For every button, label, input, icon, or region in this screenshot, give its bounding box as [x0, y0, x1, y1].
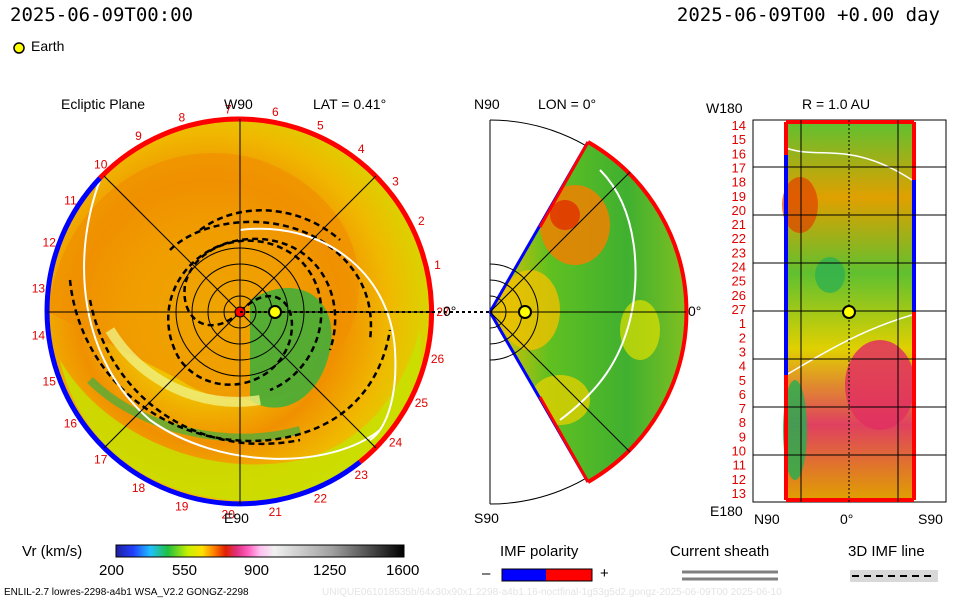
synoptic-y-label: 20 [732, 203, 746, 218]
imf-minus-label: – [482, 565, 491, 582]
carrington-label: 11 [64, 193, 77, 207]
synoptic-bottom-left-label: E180 [710, 503, 743, 519]
meridional-lon-label: LON = 0° [538, 96, 597, 112]
synoptic-y-label: 22 [732, 231, 746, 246]
synoptic-y-label: 11 [733, 458, 747, 473]
synoptic-panel: 1415161718192021222324252627123456789101… [732, 118, 947, 503]
earth-marker-synoptic [842, 305, 856, 319]
carrington-label: 10 [94, 157, 108, 171]
carrington-label: 19 [175, 500, 189, 514]
carrington-label: 27 [436, 305, 450, 319]
earth-marker-ecliptic [268, 305, 282, 319]
carrington-label: 8 [178, 111, 185, 125]
colorbar-tick-1250: 1250 [313, 562, 347, 579]
earth-legend-icon [13, 42, 25, 54]
ecliptic-side-label: 0° [443, 303, 457, 319]
ecliptic-lat-label: LAT = 0.41° [313, 96, 387, 112]
synoptic-y-label: 24 [732, 260, 746, 275]
carrington-label: 12 [43, 236, 57, 250]
synoptic-y-label: 19 [732, 189, 746, 204]
meridional-top-label: N90 [474, 96, 500, 112]
synoptic-top-left-label: W180 [706, 100, 743, 116]
ecliptic-bottom-label: E90 [224, 510, 249, 526]
synoptic-y-label: 7 [739, 401, 746, 416]
carrington-label: 21 [269, 505, 283, 519]
synoptic-r-label: R = 1.0 AU [802, 96, 871, 112]
ecliptic-title: Ecliptic Plane [61, 96, 146, 112]
synoptic-y-label: 2 [739, 330, 746, 345]
imf-polarity-title: IMF polarity [500, 543, 579, 560]
timestamp-left: 2025-06-09T00:00 [10, 4, 194, 26]
meridional-bottom-label: S90 [474, 510, 499, 526]
carrington-label: 26 [431, 352, 445, 366]
synoptic-y-label: 21 [732, 217, 746, 232]
synoptic-y-label: 15 [732, 132, 746, 147]
carrington-label: 23 [355, 468, 369, 482]
synoptic-y-label: 23 [732, 245, 746, 260]
carrington-label: 5 [317, 119, 324, 133]
carrington-label: 22 [314, 491, 328, 505]
colorbar-tick-550: 550 [172, 562, 198, 579]
carrington-label: 25 [415, 396, 429, 410]
model-footer: ENLIL-2.7 lowres-2298-a4b1 WSA_V2.2 GONG… [4, 587, 249, 598]
carrington-label: 4 [358, 142, 365, 156]
synoptic-y-label: 14 [732, 118, 746, 133]
earth-marker-meridional [518, 305, 532, 319]
earth-legend-label: Earth [31, 38, 65, 54]
faint-footer: UNIQUE061018535b/64x30x90x1.2298-a4b1.16… [322, 587, 782, 598]
synoptic-x-label-s90: S90 [918, 511, 943, 527]
current-sheath-title: Current sheath [670, 543, 770, 560]
synoptic-y-label: 25 [732, 274, 746, 289]
synoptic-y-label: 8 [739, 415, 746, 430]
ecliptic-top-label: W90 [224, 96, 253, 112]
synoptic-y-label: 18 [732, 175, 746, 190]
carrington-label: 6 [272, 105, 279, 119]
synoptic-y-label: 27 [732, 302, 746, 317]
synoptic-x-label-n90: N90 [754, 511, 780, 527]
synoptic-y-label: 6 [739, 387, 746, 402]
synoptic-y-label: 4 [739, 359, 746, 374]
carrington-label: 18 [132, 481, 146, 495]
colorbar [115, 544, 405, 558]
synoptic-y-label: 12 [732, 472, 746, 487]
synoptic-x-label-0: 0° [840, 511, 854, 527]
colorbar-tick-200: 200 [99, 562, 125, 579]
carrington-label: 24 [389, 436, 403, 450]
imf-line-title: 3D IMF line [848, 543, 925, 560]
carrington-label: 15 [43, 374, 57, 388]
imf-plus-swatch [546, 569, 592, 581]
carrington-label: 1 [434, 258, 441, 272]
synoptic-y-label: 13 [732, 486, 746, 501]
synoptic-y-label: 26 [732, 288, 746, 303]
synoptic-y-label: 5 [739, 373, 746, 388]
carrington-label: 7 [225, 102, 232, 116]
carrington-label: 16 [64, 417, 78, 431]
synoptic-y-label: 10 [732, 444, 746, 459]
carrington-label: 20 [222, 508, 236, 522]
carrington-label: 13 [32, 281, 46, 295]
synoptic-y-label: 9 [739, 429, 746, 444]
meridional-plane-panel [488, 119, 689, 505]
carrington-label: 17 [94, 453, 108, 467]
synoptic-y-label: 17 [732, 161, 746, 176]
colorbar-tick-900: 900 [244, 562, 270, 579]
synoptic-y-label: 16 [732, 146, 746, 161]
imf-minus-swatch [502, 569, 546, 581]
synoptic-y-label: 1 [739, 316, 746, 331]
carrington-label: 9 [135, 129, 142, 143]
colorbar-label: Vr (km/s) [22, 543, 83, 560]
colorbar-tick-1600: 1600 [386, 562, 420, 579]
carrington-label: 14 [32, 329, 46, 343]
imf-plus-label: + [600, 565, 609, 582]
synoptic-y-label: 3 [739, 345, 746, 360]
meridional-right-label: 0° [688, 303, 702, 319]
carrington-label: 3 [392, 175, 399, 189]
carrington-label: 2 [418, 214, 425, 228]
timestamp-right: 2025-06-09T00 +0.00 day [676, 4, 940, 26]
